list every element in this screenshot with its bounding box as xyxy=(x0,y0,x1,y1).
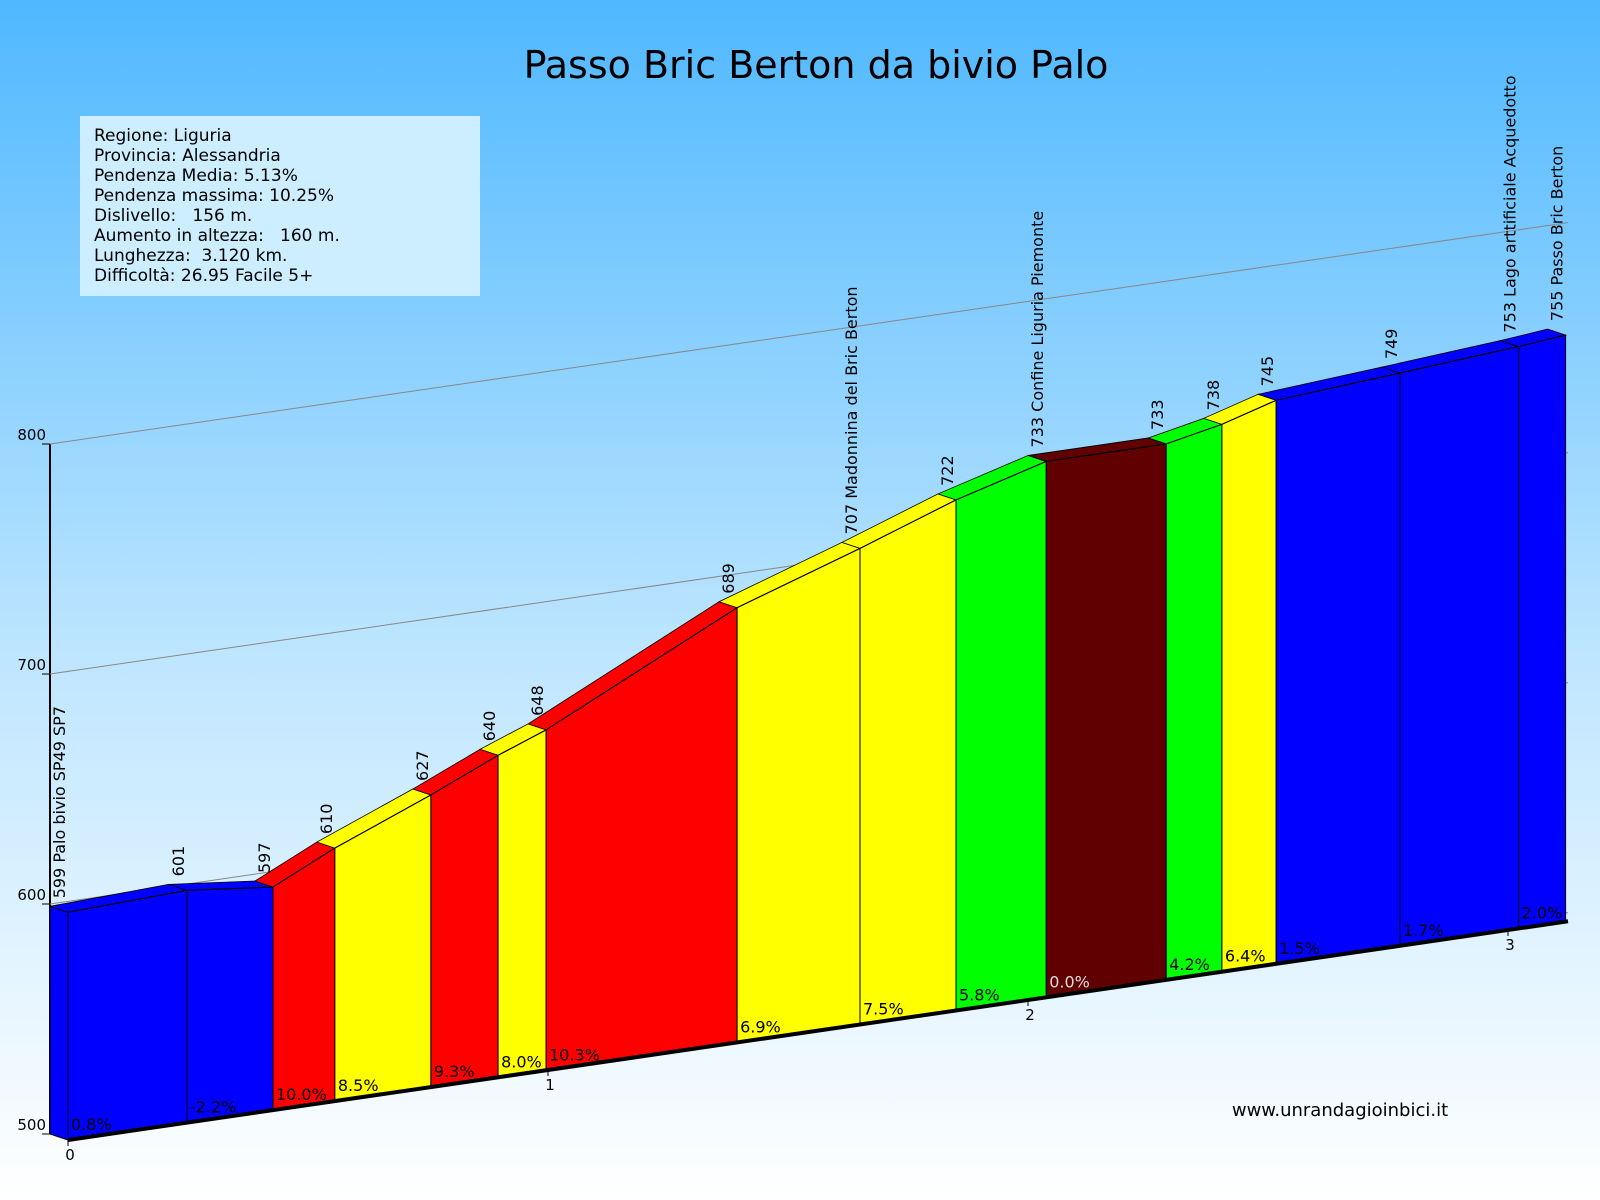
grid-line xyxy=(49,222,1569,445)
x-tick-label: 0 xyxy=(65,1146,75,1164)
elevation-label: 648 xyxy=(528,685,547,716)
elevation-label: 755 Passo Bric Berton xyxy=(1548,146,1567,321)
info-line: Pendenza Media: 5.13% xyxy=(94,166,298,186)
segment-face xyxy=(736,547,861,1043)
elevation-label: 733 Confine Liguria Piemonte xyxy=(1028,211,1047,448)
gradient-label: 7.5% xyxy=(863,1000,904,1019)
gradient-label: 6.9% xyxy=(740,1017,781,1036)
elevation-label: 640 xyxy=(480,711,499,742)
elevation-label: 601 xyxy=(169,846,188,877)
segment-face xyxy=(955,460,1047,1012)
segment-face xyxy=(1165,423,1223,981)
gradient-label: 1.7% xyxy=(1403,921,1444,940)
segment-face xyxy=(497,729,547,1078)
elevation-label: 707 Madonnina del Bric Berton xyxy=(842,286,861,534)
info-line: Dislivello: 156 m. xyxy=(94,206,253,226)
y-tick-label: 800 xyxy=(17,426,46,444)
segment-face xyxy=(430,754,499,1088)
elevation-label: 627 xyxy=(413,750,432,781)
gradient-label: 8.5% xyxy=(338,1076,379,1095)
chart-title: Passo Bric Berton da bivio Palo xyxy=(524,43,1109,87)
gradient-label: 1.5% xyxy=(1279,939,1320,958)
profile-line xyxy=(67,334,1566,913)
info-line: Regione: Liguria xyxy=(94,126,232,146)
x-axis xyxy=(67,919,1569,1142)
segment-face xyxy=(334,794,432,1102)
gradient-label: 5.8% xyxy=(959,986,1000,1005)
elevation-label: 599 Palo bivio SP49 SP7 xyxy=(50,706,69,898)
gradient-label: 8.0% xyxy=(501,1052,542,1071)
elevation-label: 733 xyxy=(1148,399,1167,430)
gradient-label: 0.0% xyxy=(1049,972,1090,991)
gradient-label: 9.3% xyxy=(434,1062,475,1081)
x-tick-label: 3 xyxy=(1505,936,1515,954)
segment-face xyxy=(1399,345,1520,947)
x-tick-label: 1 xyxy=(545,1076,555,1094)
elevation-label: 597 xyxy=(255,842,274,873)
info-line: Aumento in altezza: 160 m. xyxy=(94,226,340,246)
elevation-label: 745 xyxy=(1258,356,1277,387)
gradient-label: 10.0% xyxy=(276,1085,327,1104)
info-line: Provincia: Alessandria xyxy=(94,146,281,166)
segment-face xyxy=(1045,443,1167,998)
gradient-label: 6.4% xyxy=(1225,947,1266,966)
gradient-label: 4.2% xyxy=(1169,955,1210,974)
side-face xyxy=(49,905,69,1141)
info-line: Pendenza massima: 10.25% xyxy=(94,186,334,206)
segment-face xyxy=(1518,334,1567,930)
segment-face xyxy=(186,886,274,1124)
segment-face xyxy=(272,847,336,1111)
segment-face xyxy=(1221,399,1277,973)
info-line: Lunghezza: 3.120 km. xyxy=(94,246,288,266)
y-tick-label: 600 xyxy=(17,886,46,904)
segment-face xyxy=(1275,372,1401,965)
elevation-label: 722 xyxy=(938,455,957,486)
elevation-label: 738 xyxy=(1204,380,1223,411)
gradient-label: 0.8% xyxy=(71,1115,112,1134)
elevation-label: 610 xyxy=(317,804,336,835)
y-tick-label: 500 xyxy=(17,1116,46,1134)
elevation-label: 749 xyxy=(1382,329,1401,360)
gradient-label: 10.3% xyxy=(549,1045,600,1064)
elevation-label: 753 Lago arttificiale Acquedotto xyxy=(1501,75,1520,332)
info-box: Regione: Liguria Provincia: Alessandria Pe… xyxy=(80,116,480,296)
gradient-label: -2.2% xyxy=(190,1098,236,1117)
segment-face xyxy=(859,499,957,1026)
segment-face xyxy=(67,889,188,1141)
gradient-label: 2.0% xyxy=(1522,903,1563,922)
y-tick-label: 700 xyxy=(17,656,46,674)
x-tick-label: 2 xyxy=(1025,1006,1035,1024)
elevation-label: 689 xyxy=(719,563,738,594)
info-line: Difficoltà: 26.95 Facile 5+ xyxy=(94,266,314,286)
source: www.unrandagioinbici.it xyxy=(1232,1100,1448,1121)
